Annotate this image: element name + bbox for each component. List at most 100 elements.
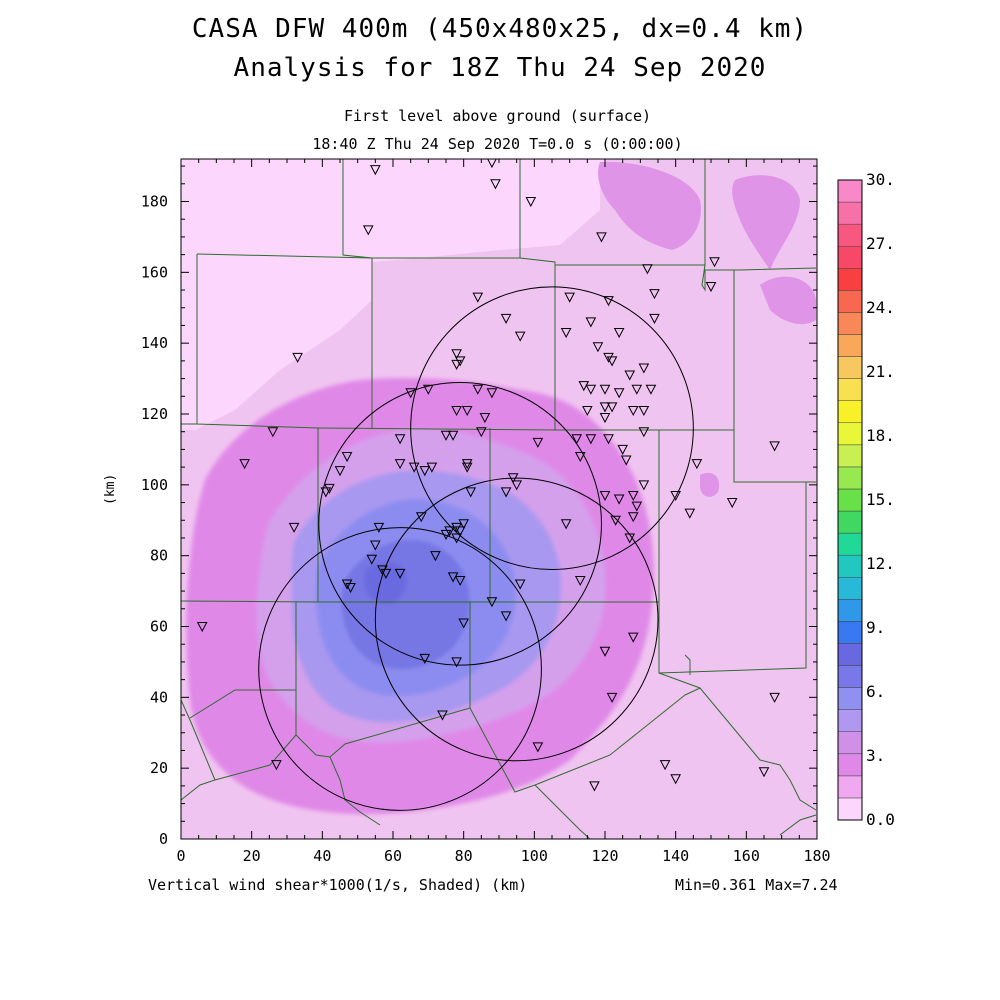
station-marker [486, 597, 498, 608]
station-marker [440, 430, 452, 441]
x-tick-label: 0 [176, 847, 185, 865]
station-marker [426, 462, 438, 473]
station-marker [444, 526, 455, 537]
shear-max-core [364, 561, 407, 605]
station-marker [423, 384, 434, 395]
colorbar-swatch [837, 621, 863, 644]
station-marker [514, 579, 526, 590]
station-marker [659, 760, 671, 771]
station-marker [454, 575, 466, 587]
colorbar-swatch [837, 510, 863, 534]
station-marker [437, 710, 448, 721]
station-marker [334, 466, 346, 477]
radar-ring-2 [318, 381, 602, 666]
station-marker [603, 352, 614, 363]
station-marker [451, 359, 462, 370]
station-marker [461, 462, 473, 473]
station-marker [461, 459, 473, 470]
station-marker [405, 388, 416, 399]
station-marker [525, 197, 537, 208]
station-marker [638, 480, 650, 491]
station-marker [370, 540, 381, 551]
station-marker [511, 480, 522, 491]
station-marker [571, 434, 583, 445]
radar-range-rings [258, 286, 694, 811]
y-tick-label: 100 [141, 476, 168, 494]
station-marker [613, 328, 625, 339]
station-marker [642, 264, 653, 275]
station-marker [649, 289, 660, 300]
x-tick-label: 80 [455, 847, 473, 865]
station-marker [624, 533, 636, 544]
station-marker [705, 282, 717, 293]
station-marker [479, 413, 491, 424]
colorbar-swatch [837, 223, 863, 247]
station-marker [592, 342, 604, 353]
radar-ring-4 [374, 477, 659, 762]
station-marker [589, 781, 600, 792]
station-markers [196, 159, 780, 792]
station-marker [345, 583, 356, 594]
station-marker [500, 611, 512, 622]
station-marker [585, 317, 597, 328]
station-marker [585, 434, 597, 445]
station-marker [606, 402, 618, 413]
colorbar-swatch [837, 775, 863, 799]
station-marker [267, 427, 279, 438]
radar-ring-3 [410, 286, 694, 570]
station-marker [624, 370, 636, 381]
station-marker [288, 522, 300, 533]
colorbar-swatch [837, 753, 863, 777]
colorbar-label: 12. [866, 554, 895, 573]
station-marker [458, 618, 469, 629]
station-marker [582, 405, 593, 417]
station-marker [560, 519, 572, 530]
station-marker [769, 692, 780, 703]
colorbar-label: 18. [866, 426, 895, 445]
moderate-shear-patch-e2 [700, 472, 720, 497]
station-marker [564, 292, 575, 303]
colorbar: 0.0 3. 6. 9. 12. 15. 18. 21. 24. 27. 30. [837, 170, 895, 829]
x-tick-label: 40 [313, 847, 331, 865]
station-marker [613, 388, 625, 399]
station-marker [341, 452, 353, 463]
colorbar-swatch [837, 290, 863, 313]
moderate-shear-patch-ne-2 [732, 175, 800, 270]
colorbar-swatch [837, 378, 863, 401]
station-marker [631, 501, 643, 512]
time-subtitle: 18:40 Z Thu 24 Sep 2020 T=0.0 s (0:00:00… [312, 135, 683, 153]
station-marker [394, 568, 406, 579]
station-marker [271, 760, 282, 771]
station-marker [415, 512, 427, 523]
station-marker [440, 529, 452, 540]
station-marker [638, 405, 650, 417]
colorbar-swatch [837, 444, 863, 468]
y-tick-label: 160 [141, 263, 168, 281]
station-marker [324, 483, 335, 494]
colorbar-swatch [837, 709, 863, 732]
colorbar-swatch [837, 665, 863, 688]
station-marker [670, 490, 681, 502]
colorbar-label: 3. [866, 746, 885, 765]
x-tick-label: 20 [243, 847, 261, 865]
station-marker [408, 462, 420, 473]
y-tick-label: 0 [159, 830, 168, 848]
low-shear-region-nw [181, 159, 600, 430]
x-tick-label: 180 [803, 847, 830, 865]
colorbar-label: 30. [866, 170, 895, 189]
station-marker [603, 296, 614, 307]
colorbar-label: 9. [866, 618, 885, 637]
x-tick-label: 120 [591, 847, 618, 865]
x-tick-label: 140 [662, 847, 689, 865]
station-marker [320, 487, 332, 498]
chart-title-line1: CASA DFW 400m (450x480x25, dx=0.4 km) [191, 14, 809, 44]
station-marker [476, 427, 487, 438]
station-marker [599, 413, 611, 424]
moderate-shear-patch-e [760, 276, 816, 325]
y-tick-label: 140 [141, 334, 168, 352]
y-axis: 0 20 40 60 80 100 120 140 160 180 [141, 165, 817, 848]
y-tick-label: 180 [141, 193, 168, 211]
level-subtitle: First level above ground (surface) [343, 107, 652, 125]
station-marker [430, 551, 441, 562]
station-marker [532, 437, 544, 448]
